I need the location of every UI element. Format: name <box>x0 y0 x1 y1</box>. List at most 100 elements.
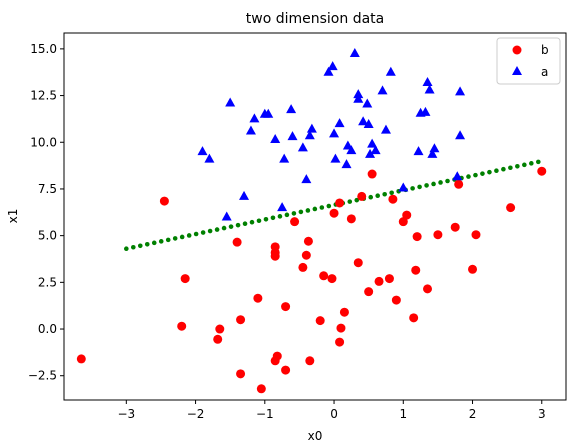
y-tick-label: 12.5 <box>30 89 57 103</box>
point-b <box>471 230 481 240</box>
point-a <box>304 130 315 140</box>
boundary-dot <box>165 237 171 243</box>
boundary-dot <box>347 199 353 204</box>
point-b <box>327 274 337 284</box>
point-a <box>287 131 298 141</box>
x-axis-label: x0 <box>308 429 323 443</box>
point-b <box>364 287 374 297</box>
y-axis-label: x1 <box>6 209 20 224</box>
point-b <box>336 323 346 333</box>
point-b <box>159 196 169 206</box>
point-b <box>374 276 384 286</box>
point-b <box>270 356 280 366</box>
legend-marker-a <box>512 66 522 75</box>
x-tick-label: 0 <box>330 407 338 421</box>
point-b <box>339 307 349 317</box>
point-b <box>388 194 398 204</box>
boundary-dot <box>389 190 394 196</box>
point-a <box>263 108 274 118</box>
point-b <box>412 232 422 242</box>
boundary-dot <box>200 230 206 235</box>
boundary-dot <box>298 209 304 215</box>
boundary-dot <box>249 219 255 225</box>
point-b <box>236 369 246 379</box>
boundary-dot <box>480 171 485 176</box>
point-a <box>362 98 373 108</box>
point-a <box>204 153 215 163</box>
boundary-dot <box>319 205 325 210</box>
boundary-dot <box>124 246 129 252</box>
point-b <box>281 365 291 375</box>
y-tick-label: 10.0 <box>30 135 57 149</box>
point-a <box>239 190 250 200</box>
boundary-dot <box>529 161 534 166</box>
point-b <box>315 316 325 326</box>
boundary-dot <box>501 166 506 172</box>
point-a <box>270 133 281 143</box>
plot-area <box>64 33 566 400</box>
point-b <box>213 334 223 344</box>
point-b <box>409 313 419 323</box>
boundary-dot <box>277 214 283 219</box>
boundary-dot <box>291 211 297 216</box>
point-b <box>215 324 225 334</box>
point-b <box>177 321 187 331</box>
x-tick-label: 3 <box>538 407 546 421</box>
boundary-dot <box>151 240 157 246</box>
point-a <box>424 84 435 94</box>
point-a <box>301 174 312 184</box>
point-a <box>330 153 341 163</box>
point-b <box>305 356 315 366</box>
boundary-dot <box>305 208 311 213</box>
y-tick-label: 5.0 <box>38 229 57 243</box>
y-tick-label: 0.0 <box>38 322 57 336</box>
point-a <box>221 211 232 221</box>
boundary-dot <box>172 236 178 241</box>
x-axis-ticks: −3 −2 −1 0 1 2 3 <box>117 400 546 421</box>
plot-frame <box>63 32 567 401</box>
point-b <box>454 179 464 189</box>
point-a <box>334 118 345 128</box>
y-tick-label: 7.5 <box>38 182 57 196</box>
legend-box <box>496 37 561 85</box>
boundary-dot <box>137 243 143 249</box>
boundary-dot <box>466 174 471 179</box>
point-a <box>422 76 433 86</box>
point-a <box>197 146 208 156</box>
point-a <box>363 119 374 129</box>
point-a <box>329 128 340 138</box>
point-a <box>327 61 338 71</box>
point-a <box>420 106 431 116</box>
boundary-dot <box>270 215 276 221</box>
boundary-dot <box>235 222 241 228</box>
point-b <box>319 271 329 281</box>
boundary-dot <box>368 194 374 200</box>
x-tick-label: 2 <box>469 407 477 421</box>
point-b <box>290 217 300 227</box>
point-a <box>346 145 357 155</box>
boundary-dot <box>131 244 136 250</box>
point-b <box>281 302 291 312</box>
point-a <box>413 146 424 156</box>
point-b <box>450 222 460 232</box>
boundary-dot <box>410 186 415 191</box>
point-b <box>346 214 356 224</box>
point-a <box>452 171 463 181</box>
x-tick-label: 1 <box>399 407 407 421</box>
point-b <box>335 198 345 208</box>
boundary-dot <box>242 221 248 226</box>
data-marks <box>76 48 547 394</box>
point-a <box>279 153 290 163</box>
boundary-dot <box>158 239 164 244</box>
boundary-dot <box>354 197 360 203</box>
legend-label-b: b <box>541 43 549 57</box>
boundary-dot <box>375 193 380 199</box>
boundary-dot <box>536 159 541 165</box>
x-tick-label: −3 <box>117 407 135 421</box>
point-a <box>385 66 396 76</box>
boundary-dot <box>207 228 213 234</box>
legend-marker-b <box>512 45 522 55</box>
point-b <box>270 251 280 261</box>
